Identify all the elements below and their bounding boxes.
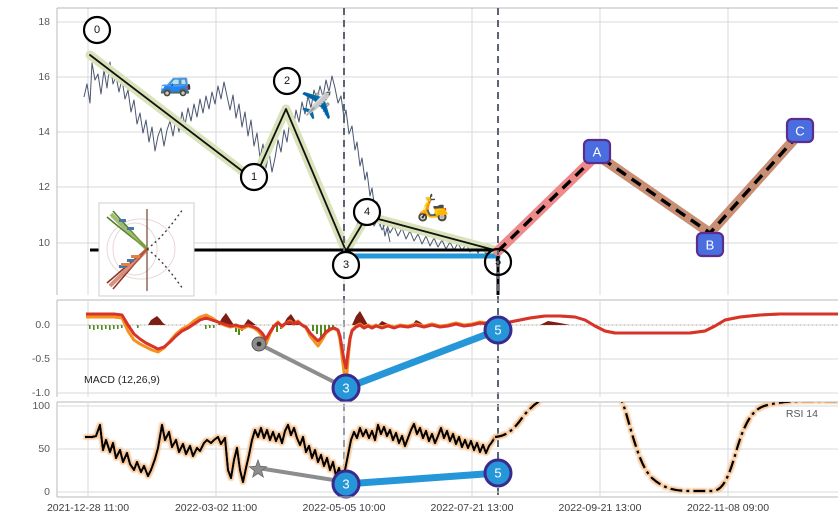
macd-marker-5[interactable]: 5 — [483, 315, 513, 345]
x-axis: 2021-12-28 11:00 2022-03-02 11:00 2022-0… — [47, 496, 838, 514]
xtick-1: 2022-03-02 11:00 — [175, 502, 257, 514]
target-marker-b-label: B — [706, 238, 715, 253]
wave-marker-1[interactable]: 1 — [239, 162, 269, 192]
scooter-emoji: 🛵 — [417, 192, 449, 223]
impulse-wave-line — [89, 54, 499, 252]
rsi-marker-3[interactable]: 3 — [331, 469, 361, 499]
rsi-panel-label: RSI 14 — [786, 408, 818, 420]
macd-marker-5-label: 5 — [494, 323, 501, 338]
price-series-line — [83, 61, 391, 243]
airplane-emoji: ✈️ — [301, 89, 333, 120]
wave-marker-1-label: 1 — [251, 171, 257, 183]
rsi-marker-5[interactable]: 5 — [483, 458, 513, 488]
thumbnail-preview[interactable] — [98, 202, 195, 297]
xtick-4: 2022-09-21 13:00 — [559, 502, 642, 514]
target-marker-c-label: C — [795, 124, 804, 139]
macd-ytick-neg10: -1.0 — [32, 387, 50, 399]
target-marker-b[interactable]: B — [695, 231, 725, 258]
car-emoji: 🚙 — [160, 67, 192, 98]
rsi-marker-3-label: 3 — [342, 477, 349, 492]
wave-marker-3-label: 3 — [343, 259, 349, 271]
macd-gray-connector — [257, 342, 348, 390]
rsi-ytick-0: 0 — [44, 486, 50, 498]
price-ytick-16: 16 — [38, 71, 50, 83]
macd-marker-3[interactable]: 3 — [331, 373, 361, 403]
macd-panel: 0.0 -0.5 -1.0 — [32, 299, 838, 403]
wave-marker-3[interactable]: 3 — [331, 250, 361, 280]
rsi-divergence-line — [342, 469, 502, 488]
macd-signal-line — [86, 312, 838, 370]
rsi-star-marker — [248, 458, 268, 478]
rsi-ytick-50: 50 — [38, 443, 50, 455]
wave-marker-5[interactable]: 5 — [483, 247, 513, 277]
abc-projection-line — [496, 131, 802, 253]
macd-ytick-neg05: -0.5 — [32, 353, 50, 365]
wave-marker-4[interactable]: 4 — [352, 197, 382, 227]
price-ytick-14: 14 — [38, 126, 50, 138]
price-ytick-18: 18 — [38, 16, 50, 28]
rsi-marker-5-label: 5 — [494, 466, 501, 481]
macd-gray-dot-center — [256, 341, 262, 347]
wave-marker-2-label: 2 — [284, 75, 290, 87]
rsi-gray-connector — [256, 466, 348, 484]
macd-panel-label: MACD (12,26,9) — [84, 374, 160, 386]
rsi-projection-line — [494, 402, 838, 493]
price-ytick-12: 12 — [38, 181, 50, 193]
rsi-gridlines — [57, 405, 838, 493]
macd-divergence-line — [342, 326, 502, 392]
price-ytick-10: 10 — [38, 237, 50, 249]
target-marker-a-label: A — [593, 145, 602, 160]
target-marker-a[interactable]: A — [582, 138, 612, 165]
xtick-3: 2022-07-21 13:00 — [431, 502, 514, 514]
xtick-5: 2022-11-08 09:00 — [687, 502, 769, 514]
xtick-0: 2021-12-28 11:00 — [47, 502, 129, 514]
wave-marker-0[interactable]: 0 — [82, 15, 112, 45]
rsi-panel: 100 50 0 RSI 14 3 5 — [32, 400, 838, 499]
wave-marker-2[interactable]: 2 — [272, 66, 302, 96]
macd-ytick-0: 0.0 — [35, 319, 50, 331]
wave-marker-4-label: 4 — [364, 206, 370, 218]
rsi-ytick-100: 100 — [32, 400, 50, 412]
rsi-line — [85, 422, 496, 484]
target-marker-c[interactable]: C — [785, 117, 815, 144]
wave-marker-0-label: 0 — [94, 24, 100, 36]
xtick-2: 2022-05-05 10:00 — [303, 502, 386, 514]
wave-marker-5-label: 5 — [495, 256, 501, 268]
macd-marker-3-label: 3 — [342, 381, 349, 396]
macd-vertical-gridlines — [87, 300, 729, 397]
